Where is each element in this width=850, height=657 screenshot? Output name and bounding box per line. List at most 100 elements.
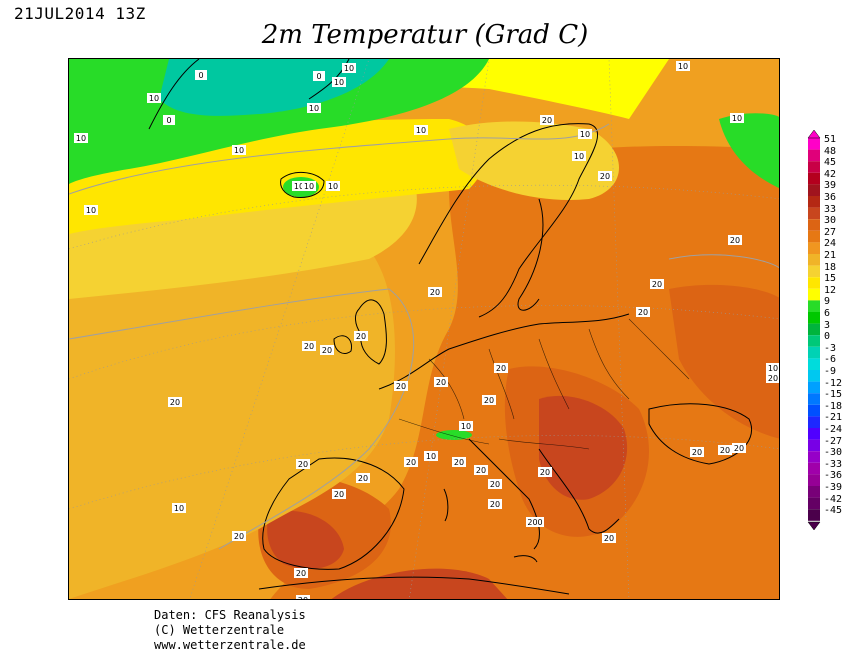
contour-label: 10 (580, 130, 590, 139)
contour-label: 20 (730, 236, 740, 245)
legend-label: -42 (824, 493, 843, 505)
contour-label: 20 (296, 569, 306, 578)
contour-label: 20 (768, 374, 778, 383)
contour-label: 20 (490, 480, 500, 489)
legend-label: 12 (824, 284, 837, 296)
field-hot-iberia-core (267, 510, 344, 569)
field-greenland-cold (159, 59, 389, 116)
legend-swatch (808, 486, 820, 498)
contour-label: 20 (542, 116, 552, 125)
legend-label: 51 (824, 134, 837, 145)
legend-swatch (808, 196, 820, 208)
legend-label: -24 (824, 424, 843, 435)
field-alps-green (436, 430, 472, 440)
contour-label: 20 (396, 382, 406, 391)
legend-swatch (808, 358, 820, 370)
contour-label: 10 (334, 78, 344, 87)
footer-credits: Daten: CFS Reanalysis (C) Wetterzentrale… (154, 608, 306, 653)
contour-label: 200 (527, 518, 542, 527)
legend-label: 3 (824, 319, 831, 331)
legend-swatches (808, 138, 820, 521)
contour-label: 10 (574, 152, 584, 161)
contour-labels: 0 0 10 10 10 10 10 0 10 10 10 10 10 10 1… (74, 61, 779, 600)
contour-label: 20 (490, 500, 500, 509)
legend-swatch (808, 335, 820, 347)
field-hot-east (669, 284, 779, 439)
contour-label: 20 (356, 332, 366, 341)
legend-label: 48 (824, 145, 837, 157)
contour-label: 20 (358, 474, 368, 483)
legend-swatch (808, 138, 820, 150)
legend-label: 15 (824, 273, 837, 285)
contour-label: 20 (496, 364, 506, 373)
legend-label: 0 (824, 331, 831, 343)
contour-label: 10 (149, 94, 159, 103)
legend-label: 6 (824, 308, 831, 319)
legend-swatch (808, 219, 820, 231)
legend-swatch (808, 288, 820, 301)
data-source: Daten: CFS Reanalysis (154, 608, 306, 622)
contour-label: 20 (734, 444, 744, 453)
contour-label: 10 (426, 452, 436, 461)
contour-label: 20 (334, 490, 344, 499)
temperature-map: 0 0 10 10 10 10 10 0 10 10 10 10 10 10 1… (68, 58, 780, 600)
contour-label: 20 (604, 534, 614, 543)
legend-swatch (808, 172, 820, 185)
field-atlantic-mild (69, 249, 395, 599)
contour-label: 10 (678, 62, 688, 71)
map-title: 2m Temperatur (Grad C) (261, 20, 589, 50)
legend-swatch (808, 323, 820, 336)
graticule (69, 59, 779, 599)
contour-label: 20 (638, 308, 648, 317)
map-canvas: 0 0 10 10 10 10 10 0 10 10 10 10 10 10 1… (69, 59, 779, 600)
field-hot-africa (331, 568, 508, 599)
legend-swatch (808, 149, 820, 162)
legend-swatch (808, 265, 820, 278)
contour-label: 20 (720, 446, 730, 455)
color-legend: 51 48 45 42 39 36 33 30 27 24 21 18 15 12 9 6 3 0 -3 -6 -9 -1… (806, 130, 850, 530)
country-borders (398, 318, 690, 450)
contour-label: 10 (309, 104, 319, 113)
legend-swatch (808, 497, 820, 510)
triangle-down-icon (807, 521, 821, 530)
contour-label: 20 (406, 458, 416, 467)
legend-label: 39 (824, 180, 837, 192)
website-link[interactable]: www.wetterzentrale.de (154, 638, 306, 652)
legend-bar (807, 130, 821, 530)
legend-swatch (808, 404, 820, 417)
legend-swatch (808, 242, 820, 254)
contour-label: 10 (344, 64, 354, 73)
legend-swatch (808, 393, 820, 405)
contour-label: 10 (174, 504, 184, 513)
legend-swatch (808, 474, 820, 486)
field-arctic-east-green (719, 113, 779, 189)
contour-label: 20 (234, 532, 244, 541)
legend-label: 30 (824, 215, 837, 227)
legend-swatch (808, 277, 820, 289)
contour-label: 20 (540, 468, 550, 477)
legend-label: -27 (824, 435, 843, 447)
legend-swatch (808, 254, 820, 266)
legend-swatch (808, 312, 820, 324)
legend-label: -30 (824, 447, 843, 459)
legend-swatch (808, 509, 820, 521)
contour-label: 10 (732, 114, 742, 123)
legend-label: 18 (824, 261, 837, 273)
contour-label: 10 (234, 146, 244, 155)
contour-label: 10 (461, 422, 471, 431)
legend-label: -33 (824, 458, 843, 470)
contour-label: 0 (198, 71, 203, 80)
legend-label: -18 (824, 400, 843, 412)
legend-swatch (808, 370, 820, 382)
legend-swatch (808, 416, 820, 428)
legend-label: 24 (824, 238, 837, 250)
contour-label: 20 (298, 596, 308, 600)
legend-label: -45 (824, 505, 843, 517)
contour-label: 10 (416, 126, 426, 135)
coastlines (148, 59, 753, 595)
contour-label: 10 (328, 182, 338, 191)
legend-swatch (808, 439, 820, 452)
contour-label: 20 (430, 288, 440, 297)
legend-label: -9 (824, 366, 837, 377)
contour-label: 20 (652, 280, 662, 289)
